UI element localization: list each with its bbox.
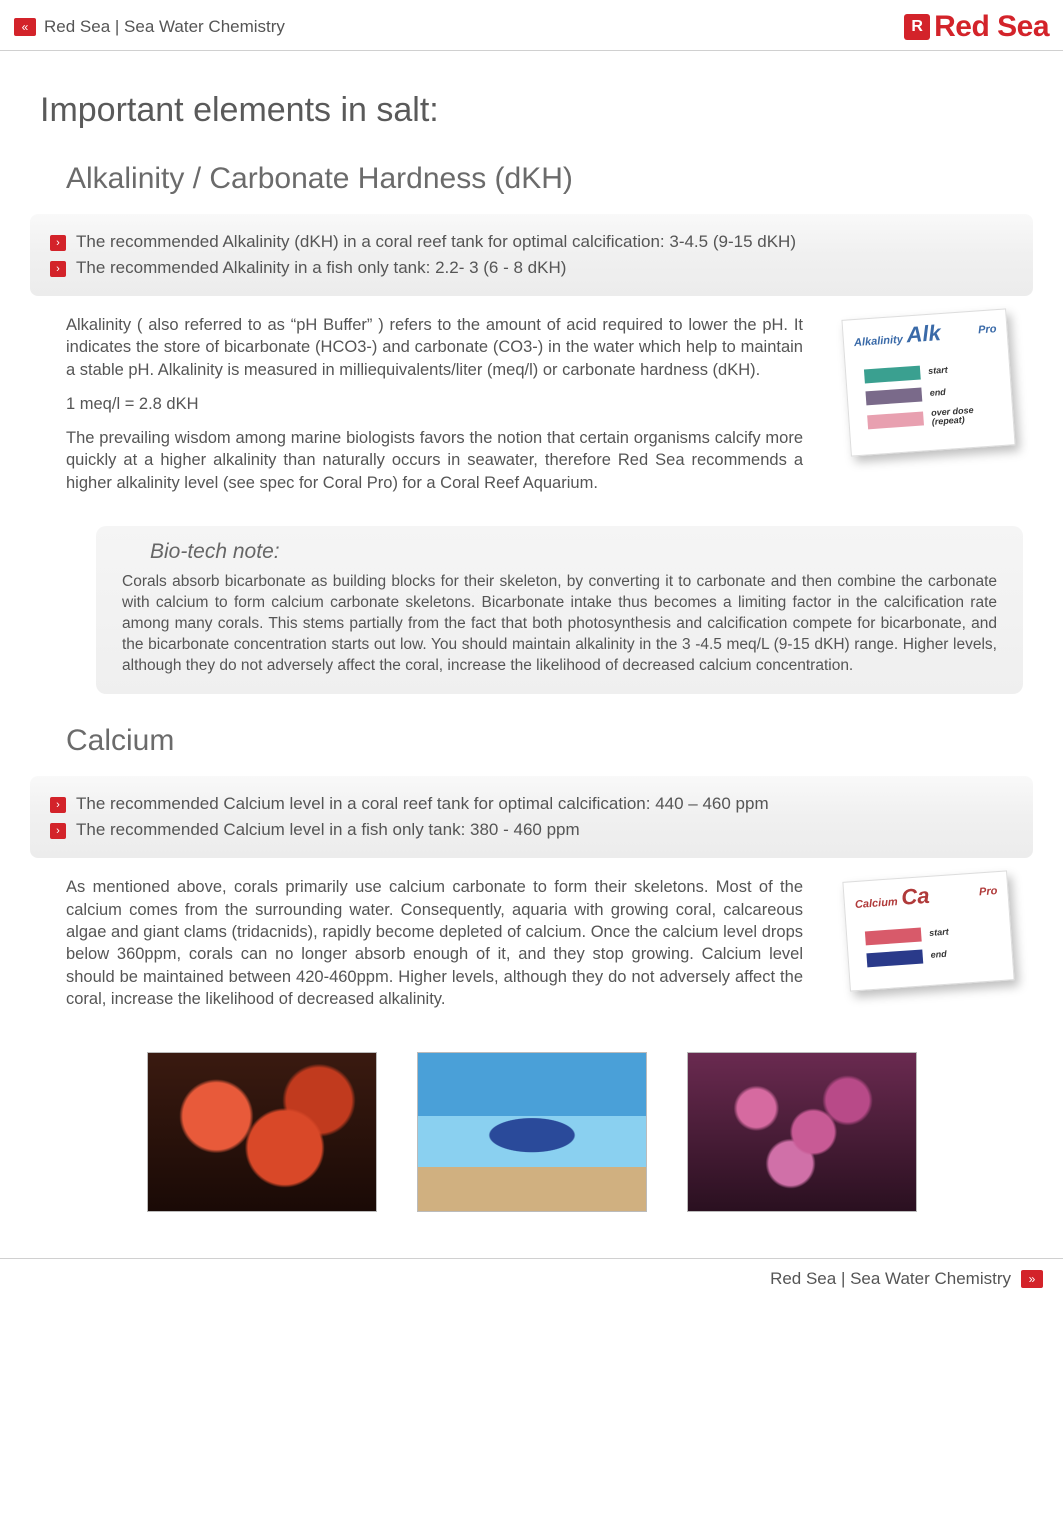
- breadcrumb: Red Sea | Sea Water Chemistry: [44, 17, 285, 37]
- bio-tech-note: Bio-tech note: Corals absorb bicarbonate…: [96, 526, 1023, 695]
- note-title: Bio-tech note:: [150, 540, 997, 564]
- card-head-pro: Pro: [978, 886, 997, 899]
- bullet-text: The recommended Alkalinity (dKH) in a co…: [76, 232, 796, 252]
- image-strip: [40, 1052, 1023, 1212]
- alkalinity-card-col: Alkalinity Alk Pro start end over dose (re…: [833, 314, 1023, 506]
- paragraph: 1 meq/l = 2.8 dKH: [66, 393, 803, 415]
- card-swatch-row: start: [863, 360, 999, 383]
- card-head-symbol: Ca: [900, 883, 930, 911]
- calcium-text: As mentioned above, corals primarily use…: [66, 876, 803, 1022]
- logo-text: Red Sea: [934, 10, 1049, 44]
- swatch-label: over dose (repeat): [930, 406, 974, 428]
- card-rows: start end: [845, 908, 1011, 969]
- thumbnail-fish: [417, 1052, 647, 1212]
- bullet-arrow-icon: ›: [50, 823, 66, 839]
- product-card-alk: Alkalinity Alk Pro start end over dose (re…: [841, 308, 1015, 456]
- bullet-row: › The recommended Alkalinity in a fish o…: [50, 258, 1013, 278]
- recommendation-band-calcium: › The recommended Calcium level in a cor…: [30, 776, 1033, 858]
- bullet-text: The recommended Calcium level in a fish …: [76, 820, 580, 840]
- card-head-symbol: Alk: [905, 320, 941, 348]
- thumbnail-anemone: [147, 1052, 377, 1212]
- topbar-left: « Red Sea | Sea Water Chemistry: [14, 17, 285, 37]
- thumbnail-coral: [687, 1052, 917, 1212]
- alkalinity-text: Alkalinity ( also referred to as “pH Buf…: [66, 314, 803, 506]
- recommendation-band-alkalinity: › The recommended Alkalinity (dKH) in a …: [30, 214, 1033, 296]
- paragraph: Alkalinity ( also referred to as “pH Buf…: [66, 314, 803, 381]
- card-head-name: Calcium: [854, 897, 898, 912]
- product-card-ca: Calcium Ca Pro start end: [842, 871, 1014, 992]
- note-body: Corals absorb bicarbonate as building bl…: [122, 572, 997, 677]
- brand-logo: R Red Sea: [904, 10, 1049, 44]
- bullet-arrow-icon: ›: [50, 261, 66, 277]
- card-swatch-row: end: [866, 944, 1002, 967]
- section-title-calcium: Calcium: [66, 724, 1023, 758]
- top-bar: « Red Sea | Sea Water Chemistry R Red Se…: [0, 0, 1063, 51]
- color-swatch: [865, 388, 922, 406]
- page-title: Important elements in salt:: [40, 91, 1023, 130]
- swatch-label: end: [929, 388, 946, 399]
- card-head-name: Alkalinity: [853, 334, 903, 349]
- swatch-label: start: [928, 928, 948, 939]
- swatch-label: start: [927, 366, 947, 377]
- card-swatch-row: end: [865, 382, 1001, 405]
- color-swatch: [866, 950, 923, 968]
- prev-page-icon[interactable]: «: [14, 18, 36, 36]
- bullet-row: › The recommended Calcium level in a fis…: [50, 820, 1013, 840]
- card-rows: start end over dose (repeat): [845, 345, 1013, 433]
- bullet-text: The recommended Alkalinity in a fish onl…: [76, 258, 566, 278]
- footer-breadcrumb: Red Sea | Sea Water Chemistry: [770, 1269, 1011, 1289]
- section-title-alkalinity: Alkalinity / Carbonate Hardness (dKH): [66, 162, 1023, 196]
- calcium-body: As mentioned above, corals primarily use…: [66, 876, 1023, 1022]
- swatch-label: end: [930, 951, 947, 962]
- bullet-arrow-icon: ›: [50, 235, 66, 251]
- bullet-arrow-icon: ›: [50, 797, 66, 813]
- bullet-row: › The recommended Calcium level in a cor…: [50, 794, 1013, 814]
- paragraph: The prevailing wisdom among marine biolo…: [66, 427, 803, 494]
- calcium-card-col: Calcium Ca Pro start end: [833, 876, 1023, 1022]
- card-head-pro: Pro: [977, 323, 996, 336]
- card-swatch-row: over dose (repeat): [867, 404, 1003, 432]
- bullet-text: The recommended Calcium level in a coral…: [76, 794, 769, 814]
- card-swatch-row: start: [864, 922, 1000, 945]
- footer: Red Sea | Sea Water Chemistry »: [0, 1258, 1063, 1289]
- bullet-row: › The recommended Alkalinity (dKH) in a …: [50, 232, 1013, 252]
- next-page-icon[interactable]: »: [1021, 1270, 1043, 1288]
- color-swatch: [863, 366, 920, 384]
- paragraph: As mentioned above, corals primarily use…: [66, 876, 803, 1010]
- color-swatch: [864, 928, 921, 946]
- color-swatch: [867, 412, 924, 430]
- alkalinity-body: Alkalinity ( also referred to as “pH Buf…: [66, 314, 1023, 506]
- logo-mark-icon: R: [904, 14, 930, 40]
